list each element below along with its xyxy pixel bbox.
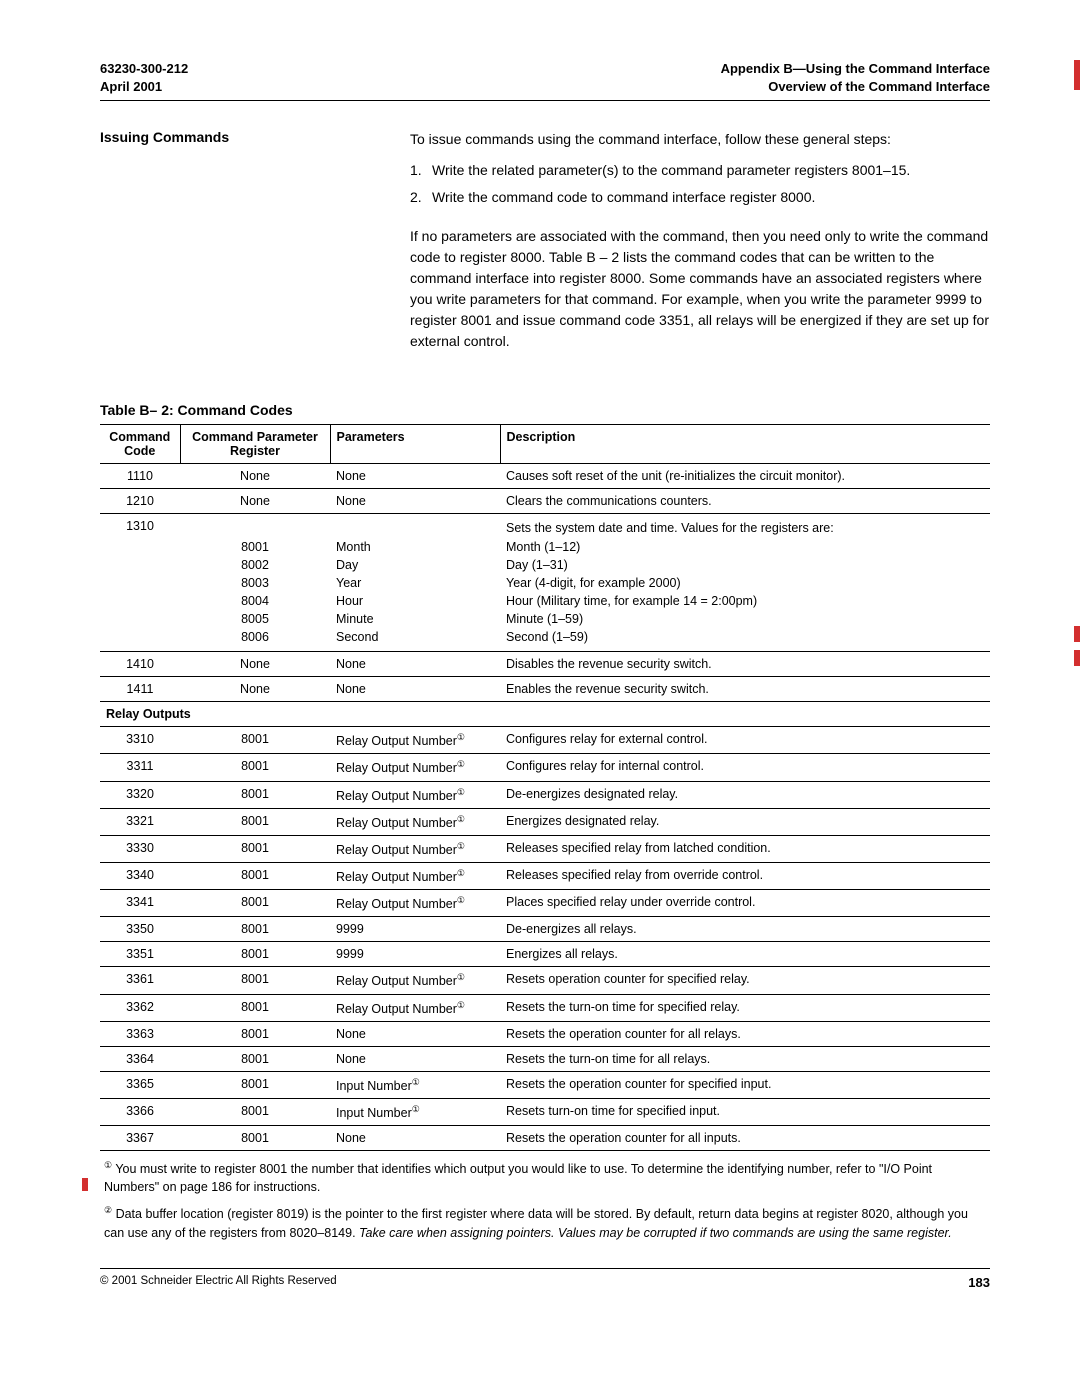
step-1-text: Write the related parameter(s) to the co… bbox=[432, 160, 910, 181]
table-row: 33658001Input Number①Resets the operatio… bbox=[100, 1071, 990, 1098]
copyright: © 2001 Schneider Electric All Rights Res… bbox=[100, 1275, 337, 1290]
table-row: 33418001Relay Output Number①Places speci… bbox=[100, 890, 990, 917]
table-row: 1210NoneNoneClears the communications co… bbox=[100, 489, 990, 514]
doc-id: 63230-300-212 bbox=[100, 60, 188, 78]
doc-date: April 2001 bbox=[100, 78, 188, 96]
body-text: If no parameters are associated with the… bbox=[410, 226, 990, 352]
appendix-title: Appendix B—Using the Command Interface bbox=[721, 60, 990, 78]
page-number: 183 bbox=[968, 1275, 990, 1290]
step-number-2: 2. bbox=[410, 187, 432, 208]
col-command-code: Command Code bbox=[100, 425, 180, 464]
footnote-a: ① You must write to register 8001 the nu… bbox=[100, 1159, 990, 1196]
page-header: 63230-300-212 April 2001 Appendix B—Usin… bbox=[100, 60, 990, 101]
table-row: 1411NoneNoneEnables the revenue security… bbox=[100, 677, 990, 702]
table-row: 33618001Relay Output Number①Resets opera… bbox=[100, 967, 990, 994]
table-row: 33218001Relay Output Number①Energizes de… bbox=[100, 808, 990, 835]
footnote-b: ② Data buffer location (register 8019) i… bbox=[100, 1204, 990, 1241]
table-row: 335180019999Energizes all relays. bbox=[100, 942, 990, 967]
table-title: Table B– 2: Command Codes bbox=[100, 402, 990, 418]
table-row: 1410NoneNoneDisables the revenue securit… bbox=[100, 652, 990, 677]
table-section-row: Relay Outputs bbox=[100, 702, 990, 727]
table-row: 33668001Input Number①Resets turn-on time… bbox=[100, 1098, 990, 1125]
table-row: 335080019999De-energizes all relays. bbox=[100, 917, 990, 942]
table-row: 33308001Relay Output Number①Releases spe… bbox=[100, 835, 990, 862]
col-parameters: Parameters bbox=[330, 425, 500, 464]
table-row: 33108001Relay Output Number①Configures r… bbox=[100, 727, 990, 754]
table-row: 1310 8001 8002 8003 8004 8005 8006 Month… bbox=[100, 514, 990, 652]
table-row: 33628001Relay Output Number①Resets the t… bbox=[100, 994, 990, 1021]
step-number-1: 1. bbox=[410, 160, 432, 181]
table-row: 33648001NoneResets the turn-on time for … bbox=[100, 1046, 990, 1071]
change-bar-3 bbox=[1074, 650, 1080, 666]
col-register: Command Parameter Register bbox=[180, 425, 330, 464]
table-row: 33638001NoneResets the operation counter… bbox=[100, 1021, 990, 1046]
change-bar-2 bbox=[1074, 626, 1080, 642]
intro-text: To issue commands using the command inte… bbox=[410, 129, 990, 150]
change-bar-1 bbox=[1074, 60, 1080, 90]
appendix-subtitle: Overview of the Command Interface bbox=[721, 78, 990, 96]
table-row: 33208001Relay Output Number①De-energizes… bbox=[100, 781, 990, 808]
col-description: Description bbox=[500, 425, 990, 464]
table-row: 33678001NoneResets the operation counter… bbox=[100, 1125, 990, 1150]
command-codes-table: Command Code Command Parameter Register … bbox=[100, 424, 990, 1151]
page-footer: © 2001 Schneider Electric All Rights Res… bbox=[100, 1268, 990, 1290]
table-row: 33118001Relay Output Number①Configures r… bbox=[100, 754, 990, 781]
table-row: 33408001Relay Output Number①Releases spe… bbox=[100, 863, 990, 890]
table-row: 1110NoneNoneCauses soft reset of the uni… bbox=[100, 464, 990, 489]
step-2-text: Write the command code to command interf… bbox=[432, 187, 815, 208]
change-bar-left bbox=[82, 1178, 88, 1191]
section-heading: Issuing Commands bbox=[100, 129, 380, 145]
